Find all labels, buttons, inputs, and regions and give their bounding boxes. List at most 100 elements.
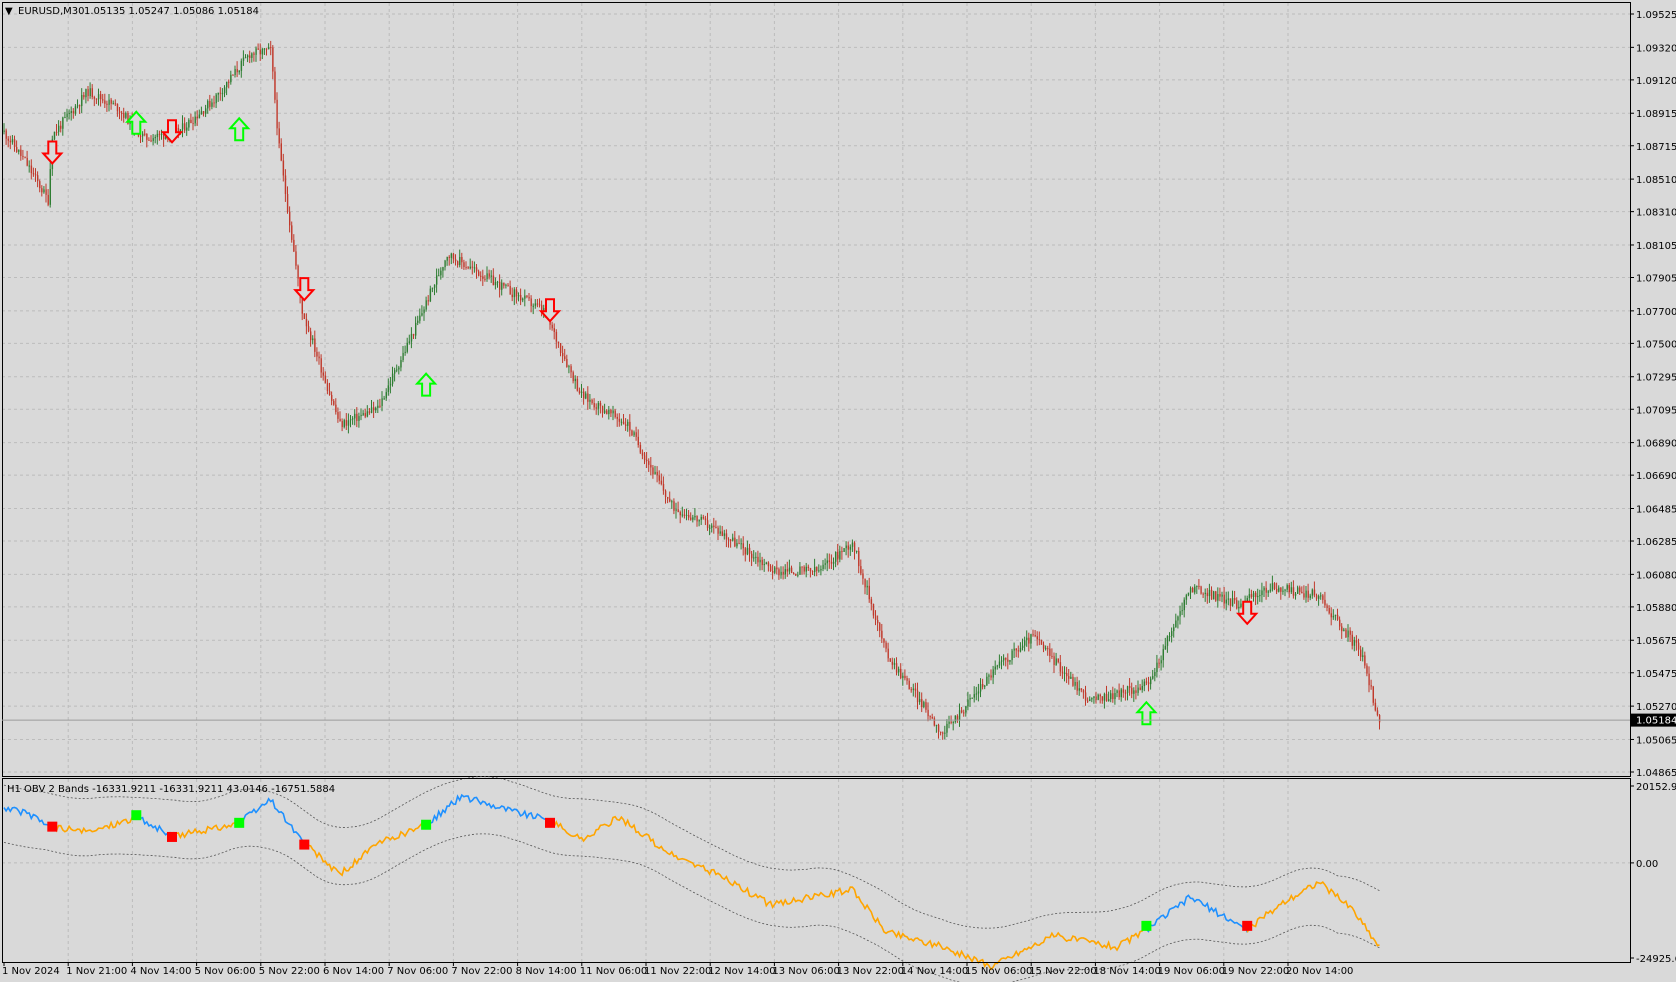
buy-arrow-icon [125, 110, 148, 135]
candle-body [969, 698, 971, 700]
candle-body [1219, 594, 1221, 597]
candle-body [973, 694, 975, 698]
indicator-axis[interactable]: 20152.920 0.00 -24925.64 [1630, 782, 1676, 965]
candle-body [1110, 693, 1112, 700]
candle-body [1322, 595, 1324, 600]
candle-body [118, 111, 121, 113]
candle-body [1294, 593, 1297, 596]
candle-body [591, 399, 593, 404]
candle-body [1053, 656, 1055, 665]
candle-body [1364, 655, 1366, 666]
time-tick-label: 20 Nov 14:00 [1286, 966, 1353, 977]
candle-body [507, 284, 509, 286]
candle-body [366, 411, 369, 417]
candle-body [142, 133, 144, 137]
candle-body [360, 414, 362, 417]
candle-body [478, 271, 480, 276]
time-tick-label: 11 Nov 06:00 [580, 966, 647, 977]
candle-body [1286, 585, 1288, 590]
candle-body [156, 133, 159, 138]
candle-body [55, 131, 58, 133]
candle-body [853, 542, 856, 552]
candle-body [788, 567, 791, 572]
candle-body [715, 526, 717, 528]
price-pane-frame [2, 2, 1631, 777]
time-axis[interactable]: 1 Nov 2024 1 Nov 21:00 4 Nov 14:00 5 Nov 06… [2, 962, 1353, 977]
candle-body [1229, 598, 1232, 606]
candle-body [387, 385, 390, 393]
candle-body [1032, 634, 1034, 636]
price-tick-label: 1.05675 [1636, 636, 1676, 647]
candle-body [100, 94, 102, 100]
price-tick-label: 1.05270 [1636, 702, 1676, 713]
candle-body [515, 289, 518, 297]
candle-body [461, 257, 463, 263]
candle-body [72, 111, 75, 114]
candle-body [748, 547, 751, 554]
obv-line-segment [425, 793, 551, 828]
candle-body [887, 648, 889, 659]
candle-body [944, 732, 946, 734]
candle-body [805, 566, 807, 572]
candle-body [1343, 629, 1345, 632]
candle-body [851, 542, 854, 547]
candle-body [396, 369, 398, 371]
price-tick-label: 1.07700 [1636, 307, 1676, 318]
candle-body [370, 407, 373, 413]
candle-body [520, 295, 522, 301]
candle-body [1179, 611, 1181, 617]
candle-body [1034, 634, 1036, 637]
candle-body [1143, 681, 1146, 686]
time-tick-label: 1 Nov 2024 [2, 966, 60, 977]
sell-arrow-icon [41, 140, 64, 165]
candle-body [158, 133, 161, 135]
candle-body [1284, 589, 1286, 591]
candle-body [263, 48, 266, 50]
candle-body [259, 49, 261, 55]
candle-body [982, 684, 984, 687]
indicator-label: H1 OBV 2 Bands -16331.9211 -16331.9211 4… [7, 784, 335, 795]
candle-body [1248, 594, 1251, 599]
candle-body [795, 573, 797, 576]
candle-body [272, 47, 274, 72]
candle-body [891, 661, 894, 665]
candle-body [772, 570, 774, 573]
candle-body [303, 313, 306, 319]
candle-body [3, 130, 5, 132]
candle-body [459, 257, 461, 266]
candle-body [1089, 699, 1091, 702]
candle-body [91, 88, 93, 98]
price-axis[interactable]: 1.09525 1.09320 1.09120 1.08915 1.08715 1.085… [1630, 10, 1676, 779]
header-menu-triangle[interactable]: ▼ [5, 6, 13, 17]
candle-body [650, 464, 652, 468]
indicator-pane[interactable] [2, 778, 1630, 962]
candle-body [1011, 650, 1013, 661]
candle-body [280, 143, 282, 161]
candle-body [425, 300, 427, 310]
candle-body [952, 721, 954, 723]
candle-body [20, 149, 22, 156]
candle-body [910, 689, 912, 691]
candle-body [868, 585, 870, 600]
candle-body [807, 566, 810, 568]
candle-body [711, 525, 713, 528]
candle-body [1036, 636, 1038, 640]
candle-body [1019, 647, 1022, 652]
candle-body [1078, 688, 1080, 691]
candle-body [1047, 648, 1049, 650]
candle-body [1005, 657, 1007, 660]
indicator-grid [2, 779, 1630, 962]
candle-body [1007, 659, 1009, 662]
indicator-tick-label: 0.00 [1636, 859, 1658, 870]
price-pane[interactable] [2, 2, 1630, 776]
candle-body [622, 421, 625, 425]
candle-body [673, 501, 675, 511]
candle-body [975, 693, 978, 695]
candle-body [709, 527, 711, 529]
obv-sell-marker [299, 839, 310, 850]
candle-body [1164, 645, 1167, 650]
candle-body [339, 418, 341, 422]
candle-body [1080, 688, 1083, 691]
sell-arrow-icon [160, 119, 184, 144]
candle-body [900, 668, 902, 678]
